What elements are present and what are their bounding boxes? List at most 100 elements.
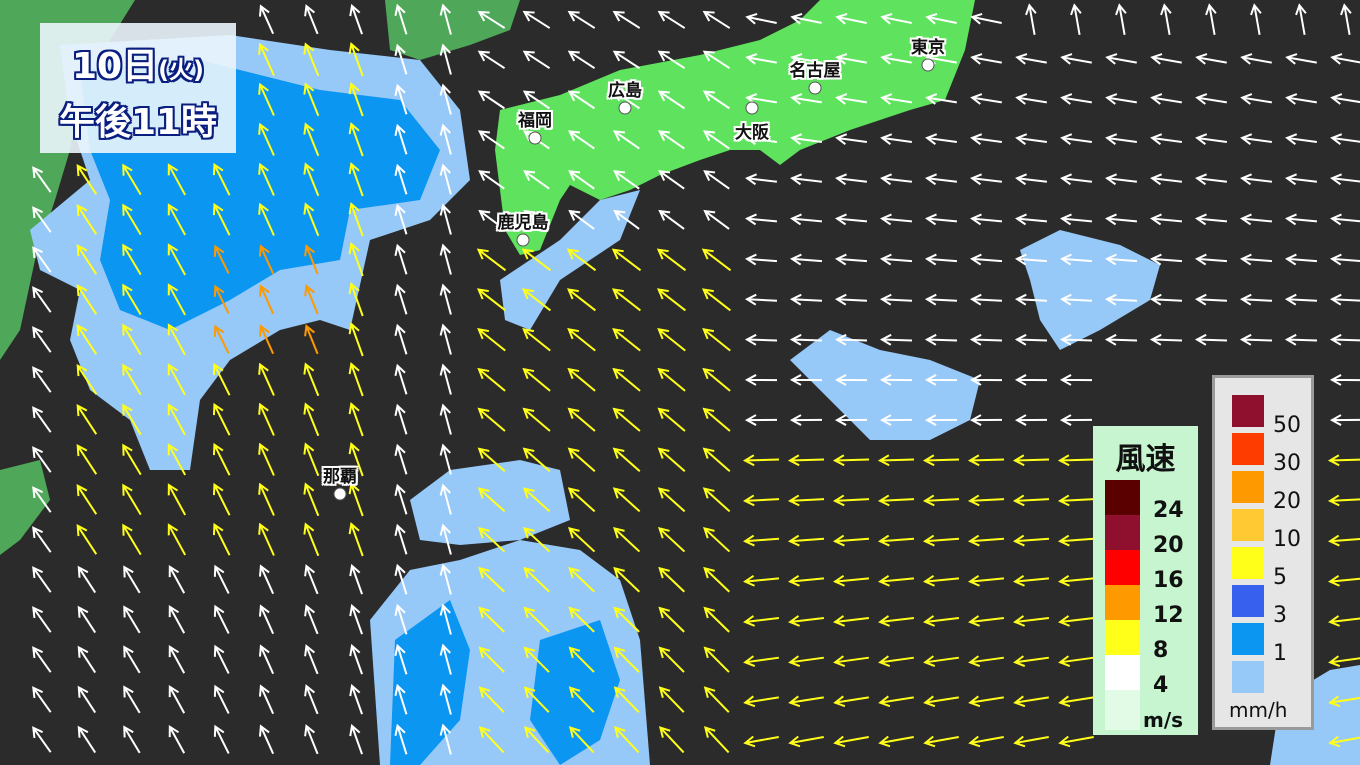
wind-arrow xyxy=(1013,615,1050,627)
wind-arrow xyxy=(122,203,142,236)
wind-arrow xyxy=(1195,133,1227,145)
wind-arrow xyxy=(745,173,778,186)
wind-arrow xyxy=(923,655,959,667)
wind-arrow xyxy=(348,402,364,437)
wind-arrow xyxy=(922,534,960,547)
wind-arrow xyxy=(303,162,320,197)
wind-arrow xyxy=(32,246,52,273)
wind-arrow xyxy=(523,686,550,713)
wind-arrow xyxy=(1149,293,1183,306)
wind-arrow xyxy=(970,173,1003,186)
wind-arrow xyxy=(394,683,408,715)
wind-arrow xyxy=(743,695,779,708)
wind-arrow xyxy=(742,534,780,547)
wind-arrow xyxy=(522,407,551,432)
wind-arrow xyxy=(1240,133,1272,145)
wind-arrow xyxy=(258,324,275,355)
wind-arrow xyxy=(1012,494,1050,507)
wind-arrow xyxy=(477,447,506,472)
wind-arrow xyxy=(394,203,408,235)
wind-arrow xyxy=(439,443,452,475)
wind-arrow xyxy=(523,606,550,633)
wind-arrow xyxy=(880,93,912,105)
wind-arrow xyxy=(1194,253,1228,266)
wind-arrow xyxy=(1059,374,1093,386)
wind-arrow xyxy=(832,534,870,547)
wind-arrow xyxy=(212,482,231,516)
wind-arrow xyxy=(304,564,319,595)
wind-arrow xyxy=(167,443,187,476)
wind-arrow xyxy=(1239,293,1273,306)
wind-arrow xyxy=(258,162,275,196)
wind-arrow xyxy=(1149,253,1183,266)
wind-arrow xyxy=(1058,735,1094,748)
wind-arrow xyxy=(1014,293,1048,306)
wind-arrow xyxy=(1195,213,1228,226)
wind-arrow xyxy=(348,162,364,197)
wind-arrow xyxy=(477,10,506,29)
wind-arrow xyxy=(1330,93,1360,105)
wind-arrow xyxy=(477,328,506,352)
rain-level-label: 10 xyxy=(1273,527,1301,552)
wind-arrow xyxy=(788,655,824,667)
wind-arrow xyxy=(924,333,958,346)
wind-arrow xyxy=(167,363,187,396)
wind-arrow xyxy=(348,482,364,517)
wind-arrow xyxy=(32,366,52,393)
wind-arrow xyxy=(967,454,1005,467)
rain-level-label: 50 xyxy=(1273,413,1301,438)
wind-arrow xyxy=(878,695,914,708)
wind-arrow xyxy=(1239,333,1273,346)
city-marker xyxy=(333,487,347,501)
wind-arrow xyxy=(833,655,869,667)
wind-arrow xyxy=(1330,173,1360,186)
wind-arrow xyxy=(657,328,686,352)
wind-arrow xyxy=(76,524,98,555)
wind-arrow xyxy=(702,487,731,513)
wind-arrow xyxy=(32,286,52,313)
wind-arrow xyxy=(77,605,97,634)
wind-arrow xyxy=(833,735,869,748)
wind-arrow xyxy=(658,606,685,633)
wind-arrow xyxy=(439,3,452,35)
wind-arrow xyxy=(969,374,1003,386)
wind-arrow xyxy=(394,523,408,555)
wind-arrow xyxy=(304,284,319,315)
wind-arrow xyxy=(394,283,408,315)
wind-arrow xyxy=(922,494,960,507)
rain-swatch xyxy=(1232,471,1264,503)
wind-arrow xyxy=(167,483,187,516)
wind-arrow xyxy=(258,244,275,275)
wind-arrow xyxy=(213,324,230,354)
wind-arrow xyxy=(348,442,364,477)
date-line: 10日(火) xyxy=(40,37,236,89)
wind-arrow xyxy=(77,565,97,594)
wind-arrow xyxy=(790,53,822,65)
wind-arrow xyxy=(1195,173,1228,186)
wind-arrow xyxy=(568,170,595,190)
wind-arrow xyxy=(439,563,452,595)
wind-arrow xyxy=(123,725,141,754)
wind-arrow xyxy=(613,686,640,713)
korea-land xyxy=(385,0,520,60)
wind-arrow xyxy=(925,213,958,226)
wind-arrow xyxy=(522,50,551,70)
wind-arrow xyxy=(439,683,452,715)
city-marker xyxy=(921,58,935,72)
wind-arrow xyxy=(878,574,915,587)
wind-arrow xyxy=(657,10,686,29)
wind-arrow xyxy=(522,367,551,392)
wind-arrow xyxy=(1058,615,1095,627)
wind-arrow xyxy=(394,603,408,635)
wind-arrow xyxy=(522,328,551,352)
wind-arrow xyxy=(967,534,1005,547)
wind-arrow xyxy=(656,248,687,272)
wind-arrow xyxy=(1160,3,1172,35)
wind-arrow xyxy=(1240,173,1273,186)
wind-arrow xyxy=(394,403,408,435)
wind-arrow xyxy=(1328,615,1360,627)
wind-arrow xyxy=(744,374,778,386)
wind-arrow xyxy=(477,487,506,513)
wind-arrow xyxy=(1329,253,1360,266)
wind-arrow xyxy=(1060,213,1093,226)
